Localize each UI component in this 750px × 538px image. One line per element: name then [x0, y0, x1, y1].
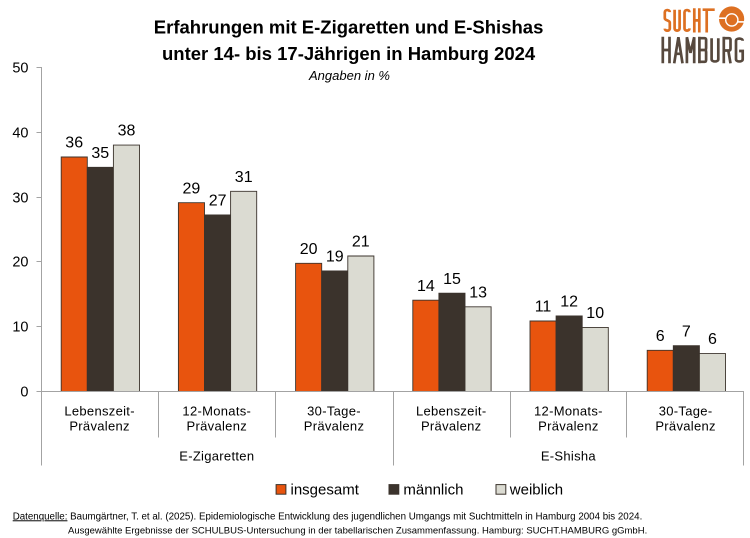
- svg-text:40: 40: [12, 126, 28, 142]
- svg-text:Ausgewählte Ergebnisse der SCH: Ausgewählte Ergebnisse der SCHULBUS-Unte…: [68, 525, 647, 536]
- svg-text:Prävalenz: Prävalenz: [538, 419, 599, 434]
- svg-text:männlich: männlich: [403, 481, 463, 498]
- svg-text:Prävalenz: Prävalenz: [421, 419, 482, 434]
- svg-text:30-Tage-: 30-Tage-: [307, 403, 361, 418]
- svg-text:12: 12: [560, 294, 578, 311]
- svg-text:15: 15: [443, 271, 461, 288]
- svg-text:50: 50: [12, 61, 28, 77]
- svg-text:30-Tage-: 30-Tage-: [659, 403, 713, 418]
- svg-text:20: 20: [12, 255, 28, 271]
- svg-text:19: 19: [326, 249, 344, 266]
- svg-text:13: 13: [469, 284, 487, 301]
- svg-text:6: 6: [656, 328, 665, 345]
- svg-text:20: 20: [300, 241, 318, 258]
- svg-text:weiblich: weiblich: [509, 481, 563, 498]
- svg-text:11: 11: [535, 299, 552, 316]
- svg-text:Prävalenz: Prävalenz: [187, 419, 248, 434]
- svg-text:Angaben in %: Angaben in %: [308, 68, 390, 83]
- svg-text:30: 30: [12, 191, 28, 207]
- svg-text:Lebenszeit-: Lebenszeit-: [64, 403, 135, 418]
- svg-text:12-Monats-: 12-Monats-: [182, 403, 251, 418]
- svg-text:10: 10: [12, 320, 28, 336]
- svg-text:Prävalenz: Prävalenz: [69, 419, 130, 434]
- svg-text:insgesamt: insgesamt: [291, 481, 360, 498]
- svg-text:21: 21: [352, 234, 370, 251]
- svg-text:E-Zigaretten: E-Zigaretten: [179, 448, 254, 463]
- svg-text:29: 29: [183, 180, 201, 197]
- svg-text:Lebenszeit-: Lebenszeit-: [416, 403, 487, 418]
- svg-text:12-Monats-: 12-Monats-: [534, 403, 603, 418]
- svg-text:Prävalenz: Prävalenz: [655, 419, 716, 434]
- svg-text:36: 36: [65, 135, 83, 152]
- svg-text:10: 10: [586, 305, 604, 322]
- svg-text:35: 35: [91, 145, 109, 162]
- svg-text:14: 14: [417, 278, 435, 295]
- svg-text:unter 14- bis 17-Jährigen in H: unter 14- bis 17-Jährigen in Hamburg 202…: [162, 43, 536, 64]
- svg-text:7: 7: [682, 323, 691, 340]
- svg-text:Datenquelle: Baumgärtner, T. e: Datenquelle: Baumgärtner, T. et al. (202…: [13, 511, 643, 522]
- svg-text:E-Shisha: E-Shisha: [541, 448, 597, 463]
- svg-text:0: 0: [20, 385, 28, 401]
- svg-text:27: 27: [209, 193, 227, 210]
- svg-text:6: 6: [708, 331, 717, 348]
- svg-text:Erfahrungen mit E-Zigaretten u: Erfahrungen mit E-Zigaretten und E-Shish…: [154, 17, 544, 38]
- svg-text:31: 31: [235, 169, 253, 186]
- svg-text:Prävalenz: Prävalenz: [304, 419, 365, 434]
- svg-text:38: 38: [118, 123, 136, 140]
